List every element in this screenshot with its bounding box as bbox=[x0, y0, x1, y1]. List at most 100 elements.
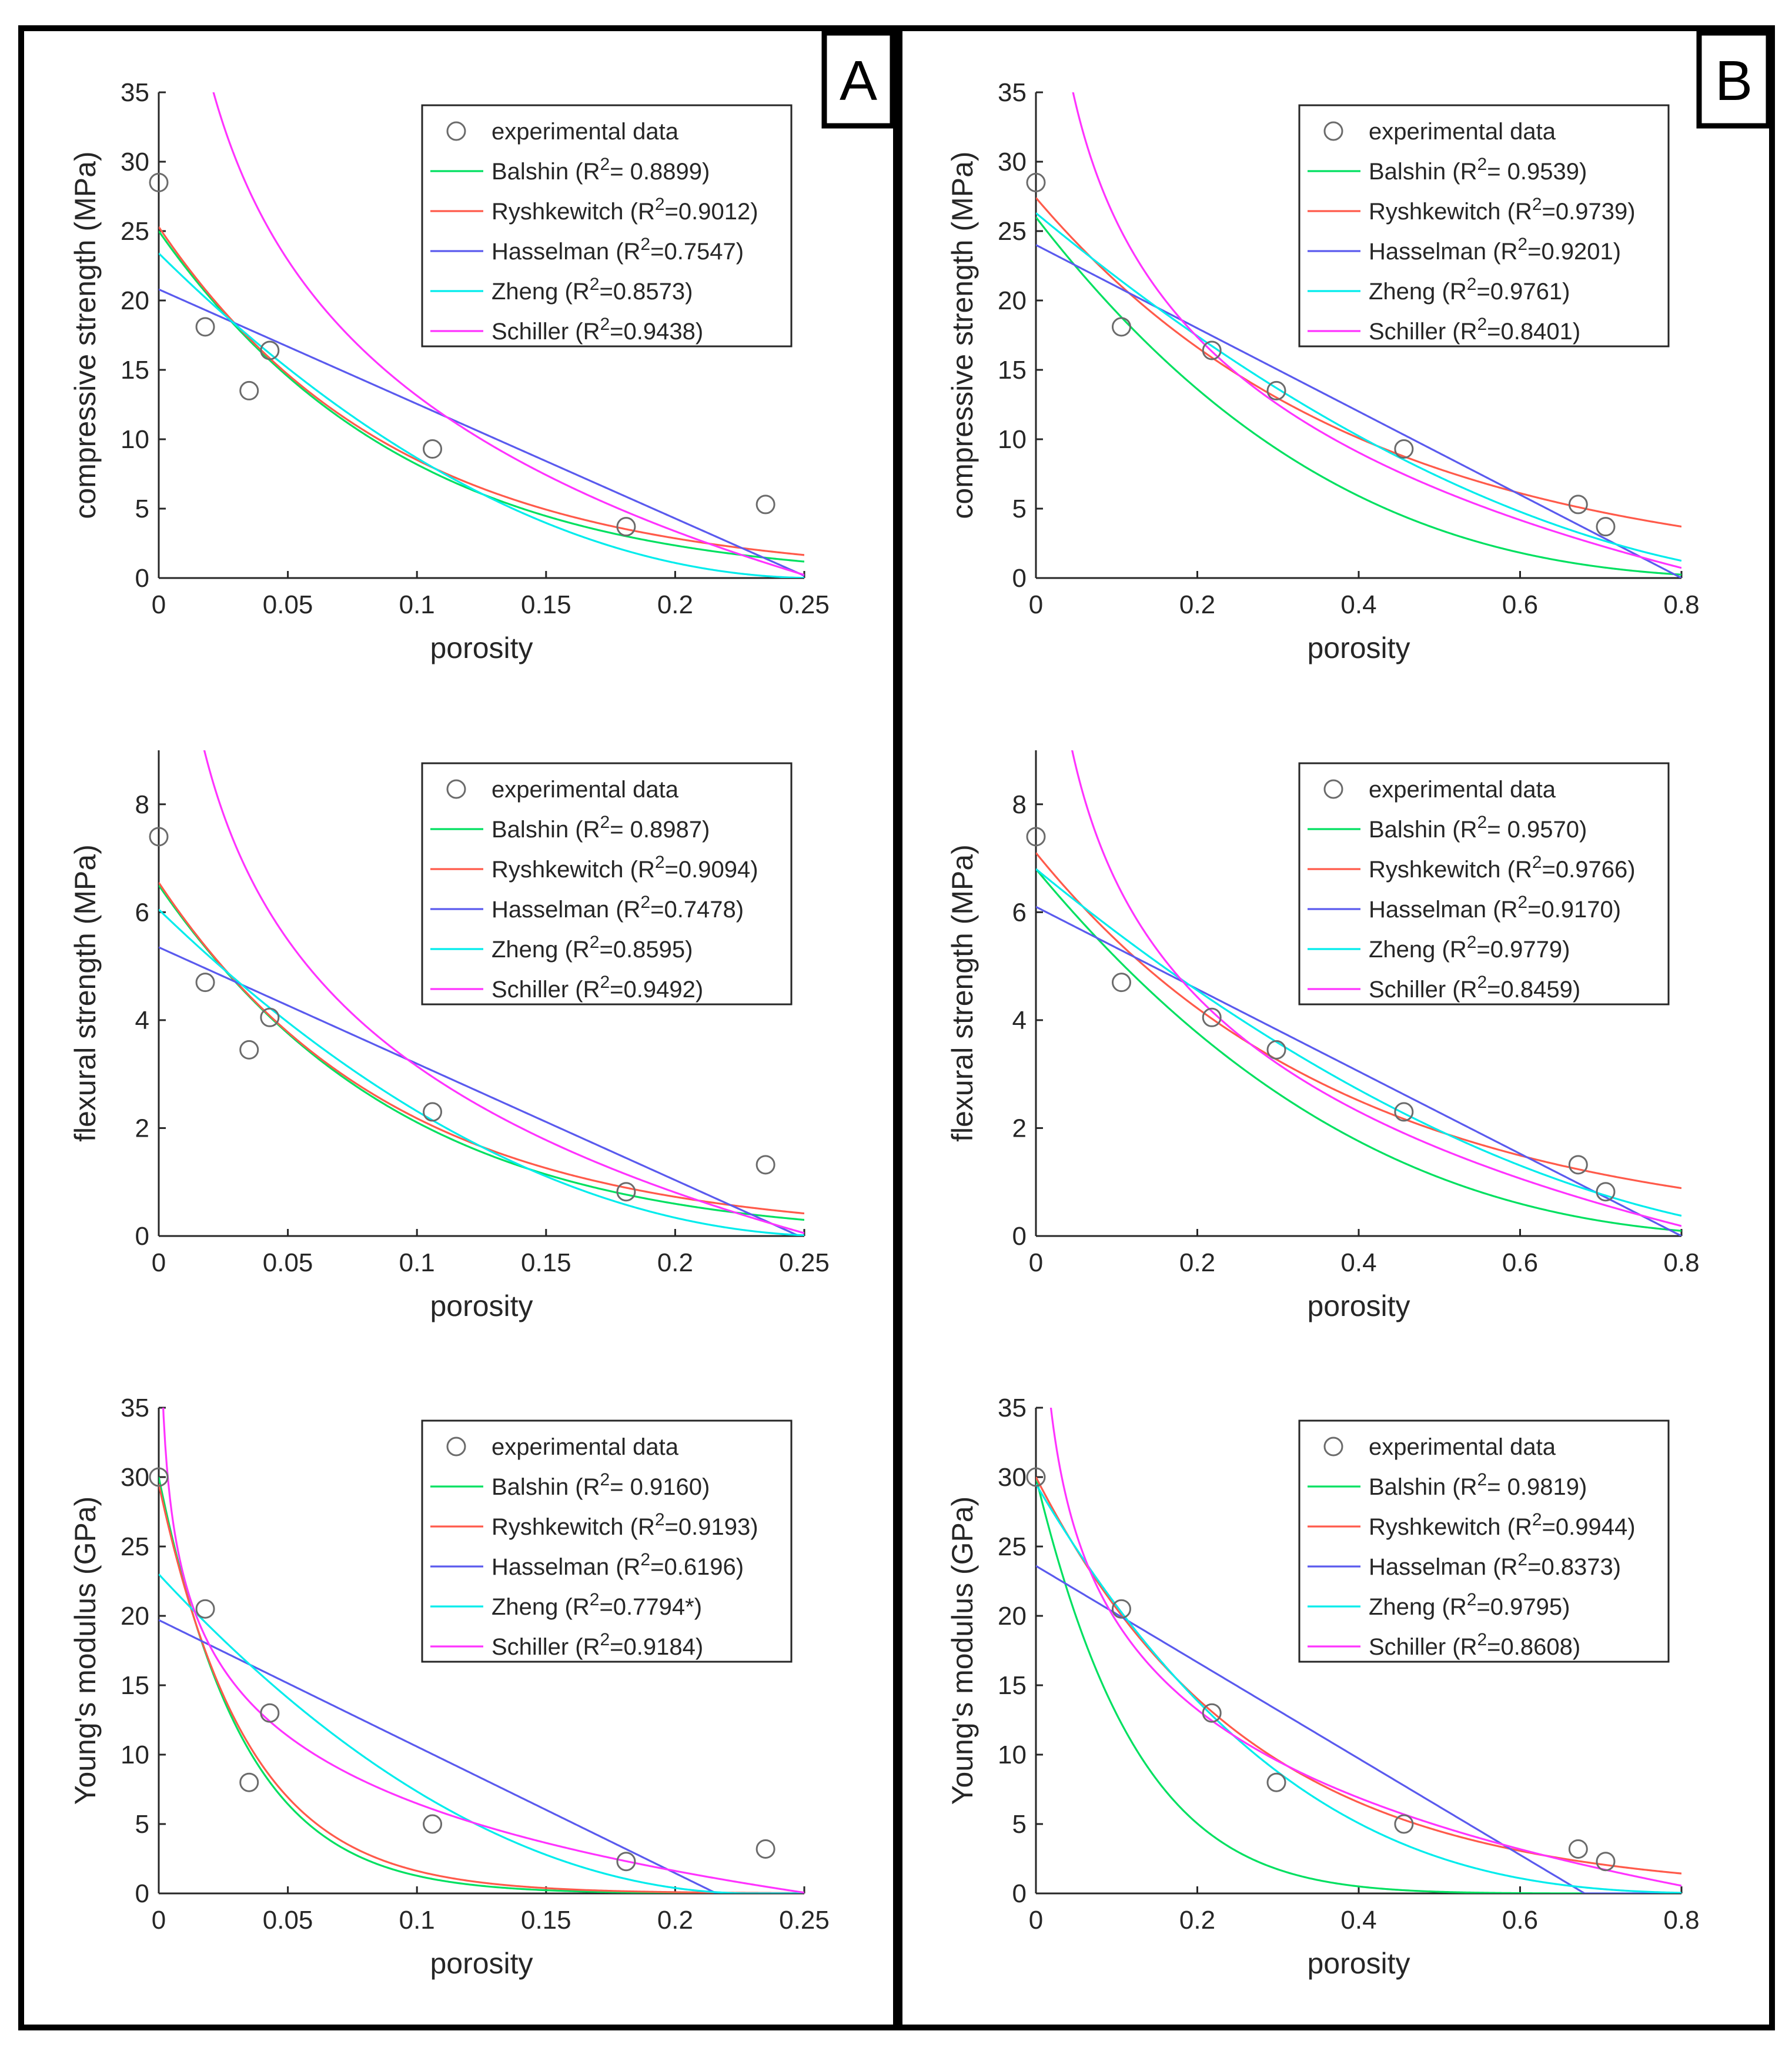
panel-b-chart-1-legend-label-zheng-text-part-0: Zheng (R bbox=[1369, 279, 1467, 305]
panel-b-chart-3: 0 0.2 0.4 0.6 0.8 0 5 10 15 20 25 30 35 porosity Young… bbox=[946, 1394, 1700, 1980]
panel-a-chart-2-legend-label-zheng-text-part-0: Zheng (R bbox=[492, 937, 590, 963]
panel-a-chart-2-legend-label-ryshkewitch: Ryshkewitch (R2=0.9094) bbox=[492, 853, 758, 883]
panel-b-chart-1-legend-label-balshin-text-part-2: = 0.9539) bbox=[1487, 159, 1587, 185]
panel-a-chart-3-legend-label-ryshkewitch-text-part-1: 2 bbox=[655, 1510, 665, 1529]
panel-a-chart-1-legend-label-ryshkewitch-text-part-1: 2 bbox=[655, 195, 665, 214]
panel-a-chart-2-x-tick-label: 0 bbox=[152, 1248, 166, 1277]
panel-b-chart-3-legend-label-zheng-text-part-2: =0.9795) bbox=[1476, 1594, 1570, 1620]
panel-a-chart-2-legend-label-hasselman-text-part-0: Hasselman (R bbox=[492, 897, 640, 923]
panel-b-chart-2-x-tick-label: 0.4 bbox=[1340, 1248, 1376, 1277]
panel-b-chart-3-y-tick-label: 0 bbox=[1012, 1879, 1027, 1908]
panel-a-chart-1-y-tick-label: 15 bbox=[121, 356, 149, 385]
panel-a-chart-2-x-tick-label: 0.05 bbox=[263, 1248, 313, 1277]
panel-b-chart-2-legend-label-ryshkewitch: Ryshkewitch (R2=0.9766) bbox=[1369, 853, 1636, 883]
panel-a-chart-1-x-tick-label: 0.2 bbox=[657, 590, 693, 619]
panel-a-chart-2-legend-label-zheng: Zheng (R2=0.8595) bbox=[492, 933, 693, 963]
plots: 0 0.05 0.1 0.15 0.2 0.2505101520253035porosit… bbox=[69, 78, 1700, 1980]
panel-b-chart-3-legend-label-hasselman-text-part-1: 2 bbox=[1517, 1550, 1527, 1569]
panel-a-chart-2-data-point bbox=[260, 1007, 280, 1027]
panel-a-label: A bbox=[840, 49, 877, 112]
panel-b-chart-2-legend-label-balshin-text-part-1: 2 bbox=[1477, 813, 1487, 832]
panel-b-chart-3-legend-label-balshin-text-part-2: = 0.9819) bbox=[1487, 1474, 1587, 1500]
panel-a-chart-1-legend-box bbox=[421, 104, 793, 348]
panel-a-chart-1-data-point bbox=[239, 380, 259, 400]
panel-a-chart-3-y-tick-label: 0 bbox=[135, 1879, 149, 1908]
panel-a-chart-1-data-point bbox=[195, 317, 215, 337]
panel-a-chart-2-legend-label-schiller-text-part-2: =0.9492) bbox=[610, 977, 703, 1003]
panel-a-chart-1-legend-label-balshin-text-part-2: = 0.8899) bbox=[610, 159, 710, 185]
panel-b-chart-2-data-point bbox=[1568, 1155, 1588, 1175]
panel-b-chart-3-curve-ryshkewitch bbox=[1036, 1477, 1681, 1875]
panel-b-chart-1-curve-hasselman bbox=[1036, 244, 1681, 578]
panel-b-chart-3-x-tick-label: 0.4 bbox=[1340, 1906, 1376, 1935]
panel-b-chart-1-legend: experimental data Balshin (R2= 0.9539) Rys… bbox=[1298, 104, 1670, 348]
panel-a-chart-1-legend-label-ryshkewitch-text-part-2: =0.9012) bbox=[665, 199, 758, 225]
panel-a-chart-2-curve-schiller bbox=[203, 750, 804, 1234]
panel-a-chart-3-y-tick-label: 35 bbox=[121, 1394, 149, 1422]
panel-b-chart-2-curves bbox=[1036, 750, 1681, 1236]
panel-b-chart-3-legend-marker-experimental bbox=[1323, 1437, 1343, 1457]
panel-b-chart-1-legend-label-balshin: Balshin (R2= 0.9539) bbox=[1369, 155, 1587, 185]
panel-a-chart-2-x-axis-label: porosity bbox=[430, 1290, 533, 1322]
panel-b-chart-3-curve-balshin bbox=[1036, 1477, 1681, 1893]
panel-b-chart-1-legend-label-zheng: Zheng (R2=0.9761) bbox=[1369, 275, 1570, 305]
panel-b-chart-3-y-tick-label: 30 bbox=[998, 1463, 1027, 1492]
panel-b-chart-1-y-tick-label: 30 bbox=[998, 148, 1027, 176]
panel-b-chart-3-legend-label-balshin: Balshin (R2= 0.9819) bbox=[1369, 1470, 1587, 1500]
panel-a-chart-3-legend-label-balshin-text-part-2: = 0.9160) bbox=[610, 1474, 710, 1500]
panel-a-chart-2-x-tick-label: 0.2 bbox=[657, 1248, 693, 1277]
panel-b-chart-2-curve-zheng bbox=[1036, 868, 1681, 1217]
panel-b-chart-2-x-axis-label: porosity bbox=[1307, 1290, 1410, 1322]
panel-b-chart-1-legend-label-ryshkewitch: Ryshkewitch (R2=0.9739) bbox=[1369, 195, 1636, 225]
panel-b-chart-3-legend-label-schiller: Schiller (R2=0.8608) bbox=[1369, 1630, 1580, 1660]
panel-a-chart-2-legend-label-zheng-text-part-1: 2 bbox=[590, 933, 600, 952]
panel-a-chart-1-legend-label-hasselman-text-part-2: =0.7547) bbox=[650, 239, 744, 265]
panel-a-chart-1-legend-marker-experimental bbox=[446, 121, 466, 141]
panel-a-chart-1-legend-label-zheng-text-part-1: 2 bbox=[590, 275, 600, 294]
panel-a-chart-1-x-tick-label: 0.1 bbox=[399, 590, 435, 619]
panel-a-chart-1-data-point bbox=[616, 517, 636, 537]
panel-a-chart-1-curves bbox=[159, 92, 804, 578]
panel-b-chart-1-legend-label-ryshkewitch-text-part-1: 2 bbox=[1532, 195, 1542, 214]
panel-a-chart-3-legend-label-ryshkewitch-text-part-2: =0.9193) bbox=[665, 1514, 758, 1540]
panel-b-chart-3-data-point bbox=[1026, 1467, 1046, 1487]
panel-a-chart-2-y-tick-label: 0 bbox=[135, 1222, 149, 1251]
panel-b-chart-1-legend-marker-experimental bbox=[1323, 121, 1343, 141]
panel-b-chart-1-y-tick-label: 35 bbox=[998, 78, 1027, 107]
panel-b-chart-1-y-tick-label: 25 bbox=[998, 217, 1027, 246]
panel-a-chart-2-legend-label-balshin-text-part-2: = 0.8987) bbox=[610, 817, 710, 843]
panel-b-chart-2: 0 0.2 0.4 0.6 0.8 0 2 4 6 8 porosity flexural stren… bbox=[946, 750, 1700, 1322]
panel-a-chart-2-curve-zheng bbox=[159, 908, 804, 1236]
panel-b-chart-2-legend-label-experimental: experimental data bbox=[1369, 777, 1556, 803]
panel-a-chart-1-curve-schiller bbox=[212, 92, 804, 576]
panel-b-chart-1-legend-label-experimental: experimental data bbox=[1369, 119, 1556, 145]
panel-b-chart-1-data-point bbox=[1596, 517, 1616, 537]
panel-b-chart-3-legend-label-ryshkewitch-text-part-1: 2 bbox=[1532, 1510, 1542, 1529]
panel-b-chart-1-x-tick-label: 0.8 bbox=[1663, 590, 1699, 619]
panel-a-chart-3-legend-label-hasselman: Hasselman (R2=0.6196) bbox=[492, 1550, 744, 1580]
panel-a-chart-3-legend-label-zheng-text-part-0: Zheng (R bbox=[492, 1594, 590, 1620]
panel-b-chart-2-legend-label-zheng-text-part-1: 2 bbox=[1467, 933, 1477, 952]
panel-a-chart-1-legend-label-ryshkewitch-text-part-0: Ryshkewitch (R bbox=[492, 199, 655, 225]
panel-b-chart-3-legend-label-ryshkewitch: Ryshkewitch (R2=0.9944) bbox=[1369, 1510, 1636, 1540]
panel-b-frame bbox=[897, 25, 1775, 2030]
panel-a-chart-2-legend-label-balshin-text-part-0: Balshin (R bbox=[492, 817, 600, 843]
panel-b-chart-1-legend-label-zheng-text-part-1: 2 bbox=[1467, 275, 1477, 294]
panel-b-chart-2-y-tick-label: 8 bbox=[1012, 790, 1027, 819]
panel-b-label-box bbox=[1696, 30, 1771, 129]
panel-b-chart-3-legend-label-balshin-text-part-1: 2 bbox=[1477, 1470, 1487, 1489]
panel-a-chart-2-data-point bbox=[755, 1155, 775, 1175]
panel-b-chart-2-legend-label-hasselman-text-part-2: =0.9170) bbox=[1527, 897, 1621, 923]
panel-b-chart-1-legend-label-hasselman-text-part-1: 2 bbox=[1517, 235, 1527, 254]
panel-b-chart-3-legend-label-hasselman-text-part-0: Hasselman (R bbox=[1369, 1554, 1517, 1580]
panel-a-chart-2-legend-marker-experimental bbox=[446, 779, 466, 799]
panel-a-chart-2-curve-hasselman bbox=[159, 946, 804, 1236]
panel-a-chart-1-curve-ryshkewitch bbox=[159, 226, 804, 556]
panel-b-chart-2-legend-label-zheng-text-part-0: Zheng (R bbox=[1369, 937, 1467, 963]
panel-b-chart-2-x-tick-label: 0.6 bbox=[1502, 1248, 1538, 1277]
panel-a-chart-1-y-axis-label: compressive strength (MPa) bbox=[69, 151, 102, 519]
panel-a-chart-1-legend-label-hasselman-text-part-1: 2 bbox=[640, 235, 650, 254]
panel-a-chart-2-legend-label-hasselman-text-part-2: =0.7478) bbox=[650, 897, 744, 923]
panel-a-chart-1-y-tick-label: 25 bbox=[121, 217, 149, 246]
